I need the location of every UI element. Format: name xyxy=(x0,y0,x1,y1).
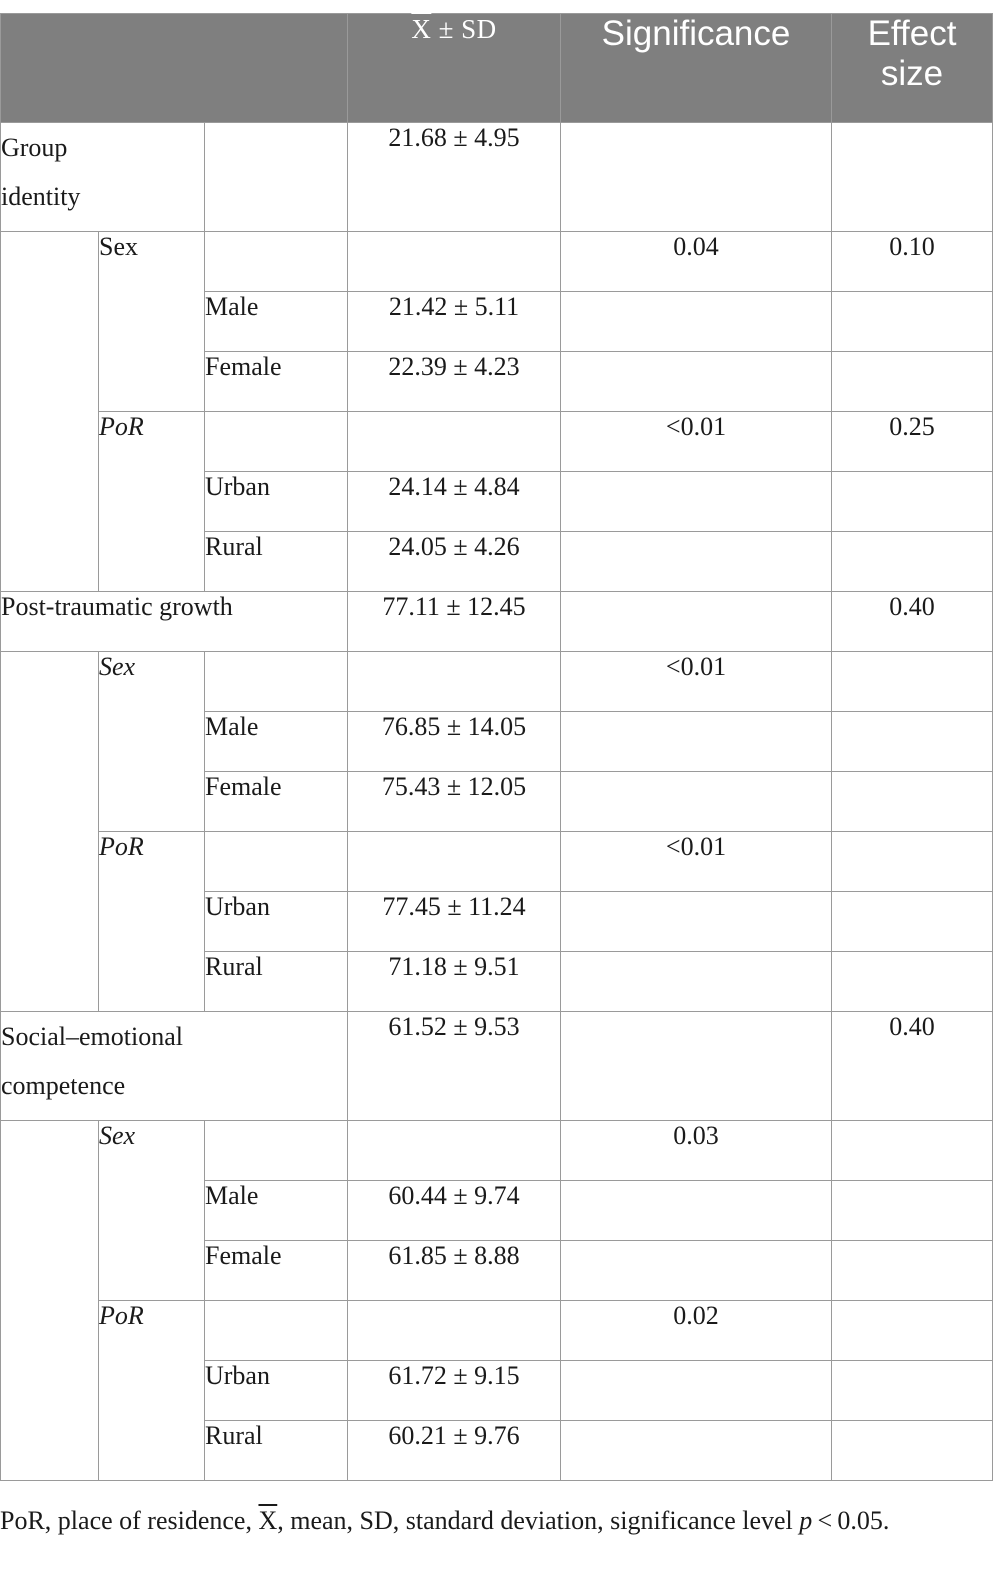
factor-label: Sex xyxy=(98,1120,205,1301)
mean-sd-cell: 71.18 ± 9.51 xyxy=(347,951,562,1012)
mean-sd-cell: 24.05 ± 4.26 xyxy=(347,531,562,592)
mean-sd-cell: 61.72 ± 9.15 xyxy=(347,1360,562,1421)
xbar-symbol: X xyxy=(258,1506,278,1535)
section-label: Group identity xyxy=(0,122,205,232)
effect-cell xyxy=(831,651,994,712)
mean-sd-cell: 77.45 ± 11.24 xyxy=(347,891,562,952)
mean-sd-cell: 61.52 ± 9.53 xyxy=(347,1011,562,1121)
factor-row: Sex <0.01 xyxy=(0,651,994,1012)
factor-row: Sex 0.03 xyxy=(0,1120,994,1481)
section-label: Post-traumatic growth xyxy=(0,591,349,652)
effect-cell: 0.25 xyxy=(831,411,994,472)
level-label: Rural xyxy=(203,951,349,1012)
factor-label: PoR xyxy=(98,411,205,592)
significance-cell: <0.01 xyxy=(560,651,833,712)
mean-sd-cell: 24.14 ± 4.84 xyxy=(347,471,562,532)
header-mean-sd: X ± SD xyxy=(347,13,562,123)
effect-cell: 0.10 xyxy=(831,231,994,292)
level-row: Female 61.85 ± 8.88 xyxy=(1,1240,994,1301)
factor-label: PoR xyxy=(98,831,205,1012)
significance-cell: 0.04 xyxy=(560,231,833,292)
level-label: Rural xyxy=(203,1420,349,1481)
level-label: Male xyxy=(203,1180,349,1241)
header-significance: Significance xyxy=(560,13,833,123)
factor-label: Sex xyxy=(98,231,205,412)
level-label: Male xyxy=(203,711,349,772)
factor-row: PoR <0.01 xyxy=(1,831,994,1012)
xbar-symbol: X xyxy=(411,14,432,44)
level-label: Urban xyxy=(203,1360,349,1421)
factor-row: Sex 0.04 0.10 xyxy=(0,231,994,592)
header-effect-size: Effect size xyxy=(831,13,994,123)
effect-cell xyxy=(831,1120,994,1181)
level-label: Urban xyxy=(203,891,349,952)
level-label: Female xyxy=(203,351,349,412)
results-table: X ± SD Significance Effect size Group iden… xyxy=(0,13,994,1481)
level-row: Urban 24.14 ± 4.84 xyxy=(1,471,994,532)
mean-sd-cell: 61.85 ± 8.88 xyxy=(347,1240,562,1301)
header-row: X ± SD Significance Effect size xyxy=(0,13,994,123)
level-row: Male 76.85 ± 14.05 xyxy=(1,711,994,772)
section-row-social-emotional-competence: Social–emotional competence 61.52 ± 9.53 … xyxy=(0,1011,994,1121)
header-blank-cell xyxy=(0,13,349,123)
section-row-post-traumatic-growth: Post-traumatic growth 77.11 ± 12.45 0.40 xyxy=(0,591,994,652)
mean-sd-cell: 60.44 ± 9.74 xyxy=(347,1180,562,1241)
mean-sd-cell: 22.39 ± 4.23 xyxy=(347,351,562,412)
section-label: Social–emotional competence xyxy=(0,1011,349,1121)
significance-cell: 0.03 xyxy=(560,1120,833,1181)
factor-label: Sex xyxy=(98,651,205,832)
level-row: Rural 24.05 ± 4.26 xyxy=(1,531,994,592)
significance-cell: <0.01 xyxy=(560,831,833,892)
level-label: Urban xyxy=(203,471,349,532)
mean-sd-cell: 60.21 ± 9.76 xyxy=(347,1420,562,1481)
mean-sd-cell: 75.43 ± 12.05 xyxy=(347,771,562,832)
level-row: Female 75.43 ± 12.05 xyxy=(1,771,994,832)
effect-cell: 0.40 xyxy=(831,591,994,652)
table-footnote: PoR, place of residence, X, mean, SD, st… xyxy=(0,1506,890,1535)
level-label: Female xyxy=(203,771,349,832)
level-row: Rural 71.18 ± 9.51 xyxy=(1,951,994,1012)
significance-cell: <0.01 xyxy=(560,411,833,472)
effect-cell xyxy=(831,122,994,232)
level-row: Male 21.42 ± 5.11 xyxy=(1,291,994,352)
level-row: Rural 60.21 ± 9.76 xyxy=(1,1420,994,1481)
factor-row: PoR <0.01 0.25 xyxy=(1,411,994,592)
factor-label: PoR xyxy=(98,1300,205,1481)
effect-cell: 0.40 xyxy=(831,1011,994,1121)
level-row: Male 60.44 ± 9.74 xyxy=(1,1180,994,1241)
mean-sd-cell: 77.11 ± 12.45 xyxy=(347,591,562,652)
effect-cell xyxy=(831,1300,994,1361)
effect-cell xyxy=(831,831,994,892)
section-row-group-identity: Group identity 21.68 ± 4.95 xyxy=(0,122,994,232)
significance-cell: 0.02 xyxy=(560,1300,833,1361)
mean-sd-cell: 21.42 ± 5.11 xyxy=(347,291,562,352)
mean-sd-cell: 21.68 ± 4.95 xyxy=(347,122,562,232)
factor-row: PoR 0.02 xyxy=(1,1300,994,1481)
level-label: Rural xyxy=(203,531,349,592)
level-label: Male xyxy=(203,291,349,352)
mean-sd-cell: 76.85 ± 14.05 xyxy=(347,711,562,772)
level-label: Female xyxy=(203,1240,349,1301)
